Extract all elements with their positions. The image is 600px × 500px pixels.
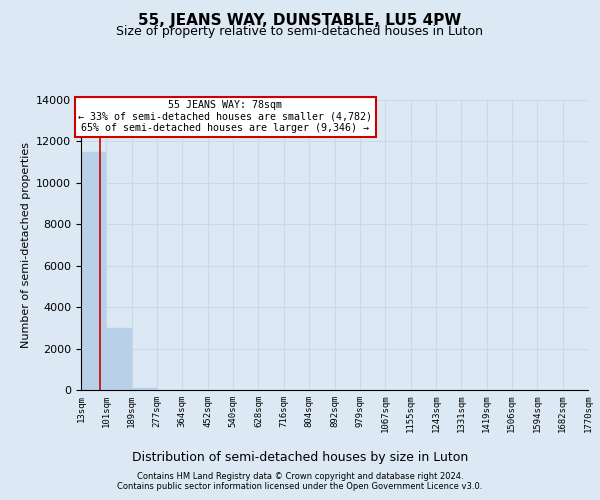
Bar <box>106 328 132 390</box>
Text: Distribution of semi-detached houses by size in Luton: Distribution of semi-detached houses by … <box>132 451 468 464</box>
Text: 55 JEANS WAY: 78sqm
← 33% of semi-detached houses are smaller (4,782)
65% of sem: 55 JEANS WAY: 78sqm ← 33% of semi-detach… <box>79 100 373 133</box>
Text: Contains HM Land Registry data © Crown copyright and database right 2024.: Contains HM Land Registry data © Crown c… <box>137 472 463 481</box>
Bar <box>132 388 157 390</box>
Text: Contains public sector information licensed under the Open Government Licence v3: Contains public sector information licen… <box>118 482 482 491</box>
Bar <box>81 152 106 390</box>
Y-axis label: Number of semi-detached properties: Number of semi-detached properties <box>20 142 31 348</box>
Text: Size of property relative to semi-detached houses in Luton: Size of property relative to semi-detach… <box>116 25 484 38</box>
Text: 55, JEANS WAY, DUNSTABLE, LU5 4PW: 55, JEANS WAY, DUNSTABLE, LU5 4PW <box>139 12 461 28</box>
